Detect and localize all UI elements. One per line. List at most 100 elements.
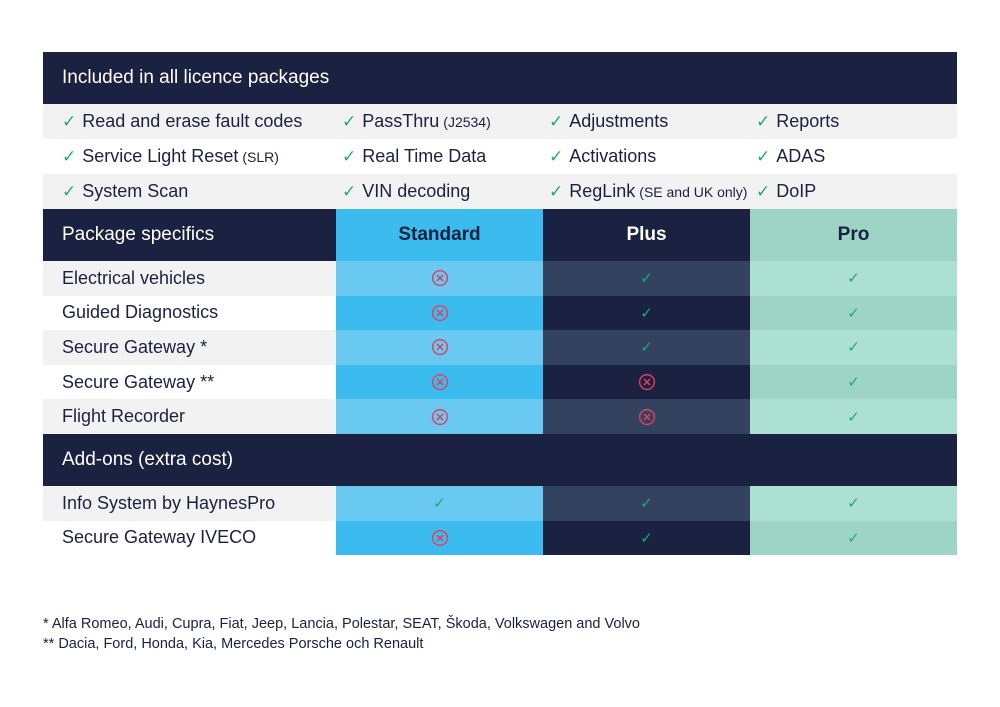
feature-note: (SE and UK only) [639, 183, 748, 200]
included-header: Included in all licence packages [43, 52, 957, 104]
cross-circle-icon [431, 373, 448, 391]
feature-label: Real Time Data [362, 146, 487, 166]
feature-label: Adjustments [569, 111, 669, 131]
check-icon: ✓ [847, 304, 860, 322]
check-icon: ✓ [640, 304, 653, 322]
row-label: Guided Diagnostics [43, 295, 336, 331]
included-feature: ✓ DoIP [750, 174, 957, 209]
cell-standard [336, 364, 543, 400]
check-icon: ✓ [847, 339, 860, 357]
included-feature: ✓ Adjustments [543, 104, 750, 139]
row-label: Secure Gateway IVECO [43, 520, 336, 556]
cell-plus: ✓ [543, 520, 750, 556]
check-icon: ✓ [847, 495, 860, 513]
feature-label: Activations [569, 146, 657, 166]
footnote-2: ** Dacia, Ford, Honda, Kia, Mercedes Por… [43, 636, 424, 652]
check-icon: ✓ [640, 495, 653, 513]
check-icon: ✓ [549, 111, 564, 131]
cross-circle-icon [638, 373, 655, 391]
row-label: Secure Gateway ** [43, 364, 336, 400]
cell-pro: ✓ [750, 485, 957, 521]
addons-title: Add-ons (extra cost) [62, 448, 234, 470]
cell-plus [543, 399, 750, 434]
cross-circle-icon [431, 529, 448, 546]
check-icon: ✓ [549, 181, 564, 201]
included-feature: ✓ PassThru (J2534) [336, 104, 543, 139]
check-icon: ✓ [847, 529, 860, 547]
cell-standard [336, 399, 543, 434]
addons-grid: Info System by HaynesPro ✓ ✓ ✓ Secure Gatewa… [43, 485, 957, 556]
cross-circle-icon [431, 339, 448, 356]
feature-label: Service Light Reset [82, 146, 239, 166]
check-icon: ✓ [342, 181, 357, 201]
row-label: Flight Recorder [43, 399, 336, 434]
feature-label: VIN decoding [362, 181, 471, 201]
check-icon: ✓ [847, 270, 860, 288]
check-icon: ✓ [62, 181, 77, 201]
included-feature: ✓ Service Light Reset (SLR) [43, 139, 336, 174]
cross-circle-icon [431, 408, 448, 425]
check-icon: ✓ [342, 146, 357, 166]
row-label: Info System by HaynesPro [43, 485, 336, 521]
included-feature: ✓ Activations [543, 139, 750, 174]
cell-plus: ✓ [543, 295, 750, 331]
feature-note: (J2534) [443, 113, 491, 130]
column-pro: Pro [750, 209, 957, 261]
feature-label: Reports [776, 111, 840, 131]
check-icon: ✓ [640, 270, 653, 288]
cross-circle-icon [431, 304, 448, 321]
included-feature: ✓ ADAS [750, 139, 957, 174]
check-icon: ✓ [549, 146, 564, 166]
included-feature: ✓ Read and erase fault codes [43, 104, 336, 139]
feature-label: Read and erase fault codes [82, 111, 303, 131]
cell-pro: ✓ [750, 295, 957, 331]
included-feature: ✓ System Scan [43, 174, 336, 209]
feature-label: ADAS [776, 146, 826, 166]
cell-standard [336, 261, 543, 296]
check-icon: ✓ [342, 111, 357, 131]
feature-label: System Scan [82, 181, 189, 201]
feature-label: DoIP [776, 181, 817, 201]
check-icon: ✓ [756, 111, 771, 131]
included-feature: ✓ RegLink (SE and UK only) [543, 174, 750, 209]
package-specifics: Package specifics Standard Plus Pro Elec… [43, 209, 957, 434]
feature-label: PassThru [362, 111, 440, 131]
check-icon: ✓ [433, 495, 446, 513]
column-standard: Standard [336, 209, 543, 261]
cell-plus: ✓ [543, 485, 750, 521]
included-feature: ✓ Reports [750, 104, 957, 139]
cell-pro: ✓ [750, 364, 957, 400]
check-icon: ✓ [847, 408, 860, 426]
cell-standard [336, 520, 543, 556]
included-feature: ✓ Real Time Data [336, 139, 543, 174]
cell-standard [336, 295, 543, 331]
cell-pro: ✓ [750, 520, 957, 556]
specifics-title: Package specifics [43, 209, 336, 261]
check-icon: ✓ [640, 339, 653, 357]
cell-plus: ✓ [543, 261, 750, 296]
cell-pro: ✓ [750, 399, 957, 434]
footnotes: * Alfa Romeo, Audi, Cupra, Fiat, Jeep, L… [43, 614, 640, 654]
row-label: Electrical vehicles [43, 261, 336, 296]
check-icon: ✓ [756, 181, 771, 201]
included-feature: ✓ VIN decoding [336, 174, 543, 209]
cell-pro: ✓ [750, 261, 957, 296]
included-title: Included in all licence packages [62, 67, 330, 88]
footnote-1: * Alfa Romeo, Audi, Cupra, Fiat, Jeep, L… [43, 616, 640, 632]
row-label: Secure Gateway * [43, 330, 336, 365]
feature-label: RegLink [569, 181, 636, 201]
cross-circle-icon [638, 408, 655, 425]
check-icon: ✓ [62, 146, 77, 166]
comparison-table: Included in all licence packages ✓ Read a… [43, 52, 957, 556]
cross-circle-icon [431, 270, 448, 287]
cell-standard [336, 330, 543, 365]
cell-pro: ✓ [750, 330, 957, 365]
column-plus: Plus [543, 209, 750, 261]
check-icon: ✓ [847, 374, 860, 392]
addons-header: Add-ons (extra cost) [43, 433, 957, 486]
cell-plus: ✓ [543, 330, 750, 365]
feature-note: (SLR) [242, 148, 279, 165]
check-icon: ✓ [62, 111, 77, 131]
cell-plus [543, 364, 750, 400]
check-icon: ✓ [756, 146, 771, 166]
